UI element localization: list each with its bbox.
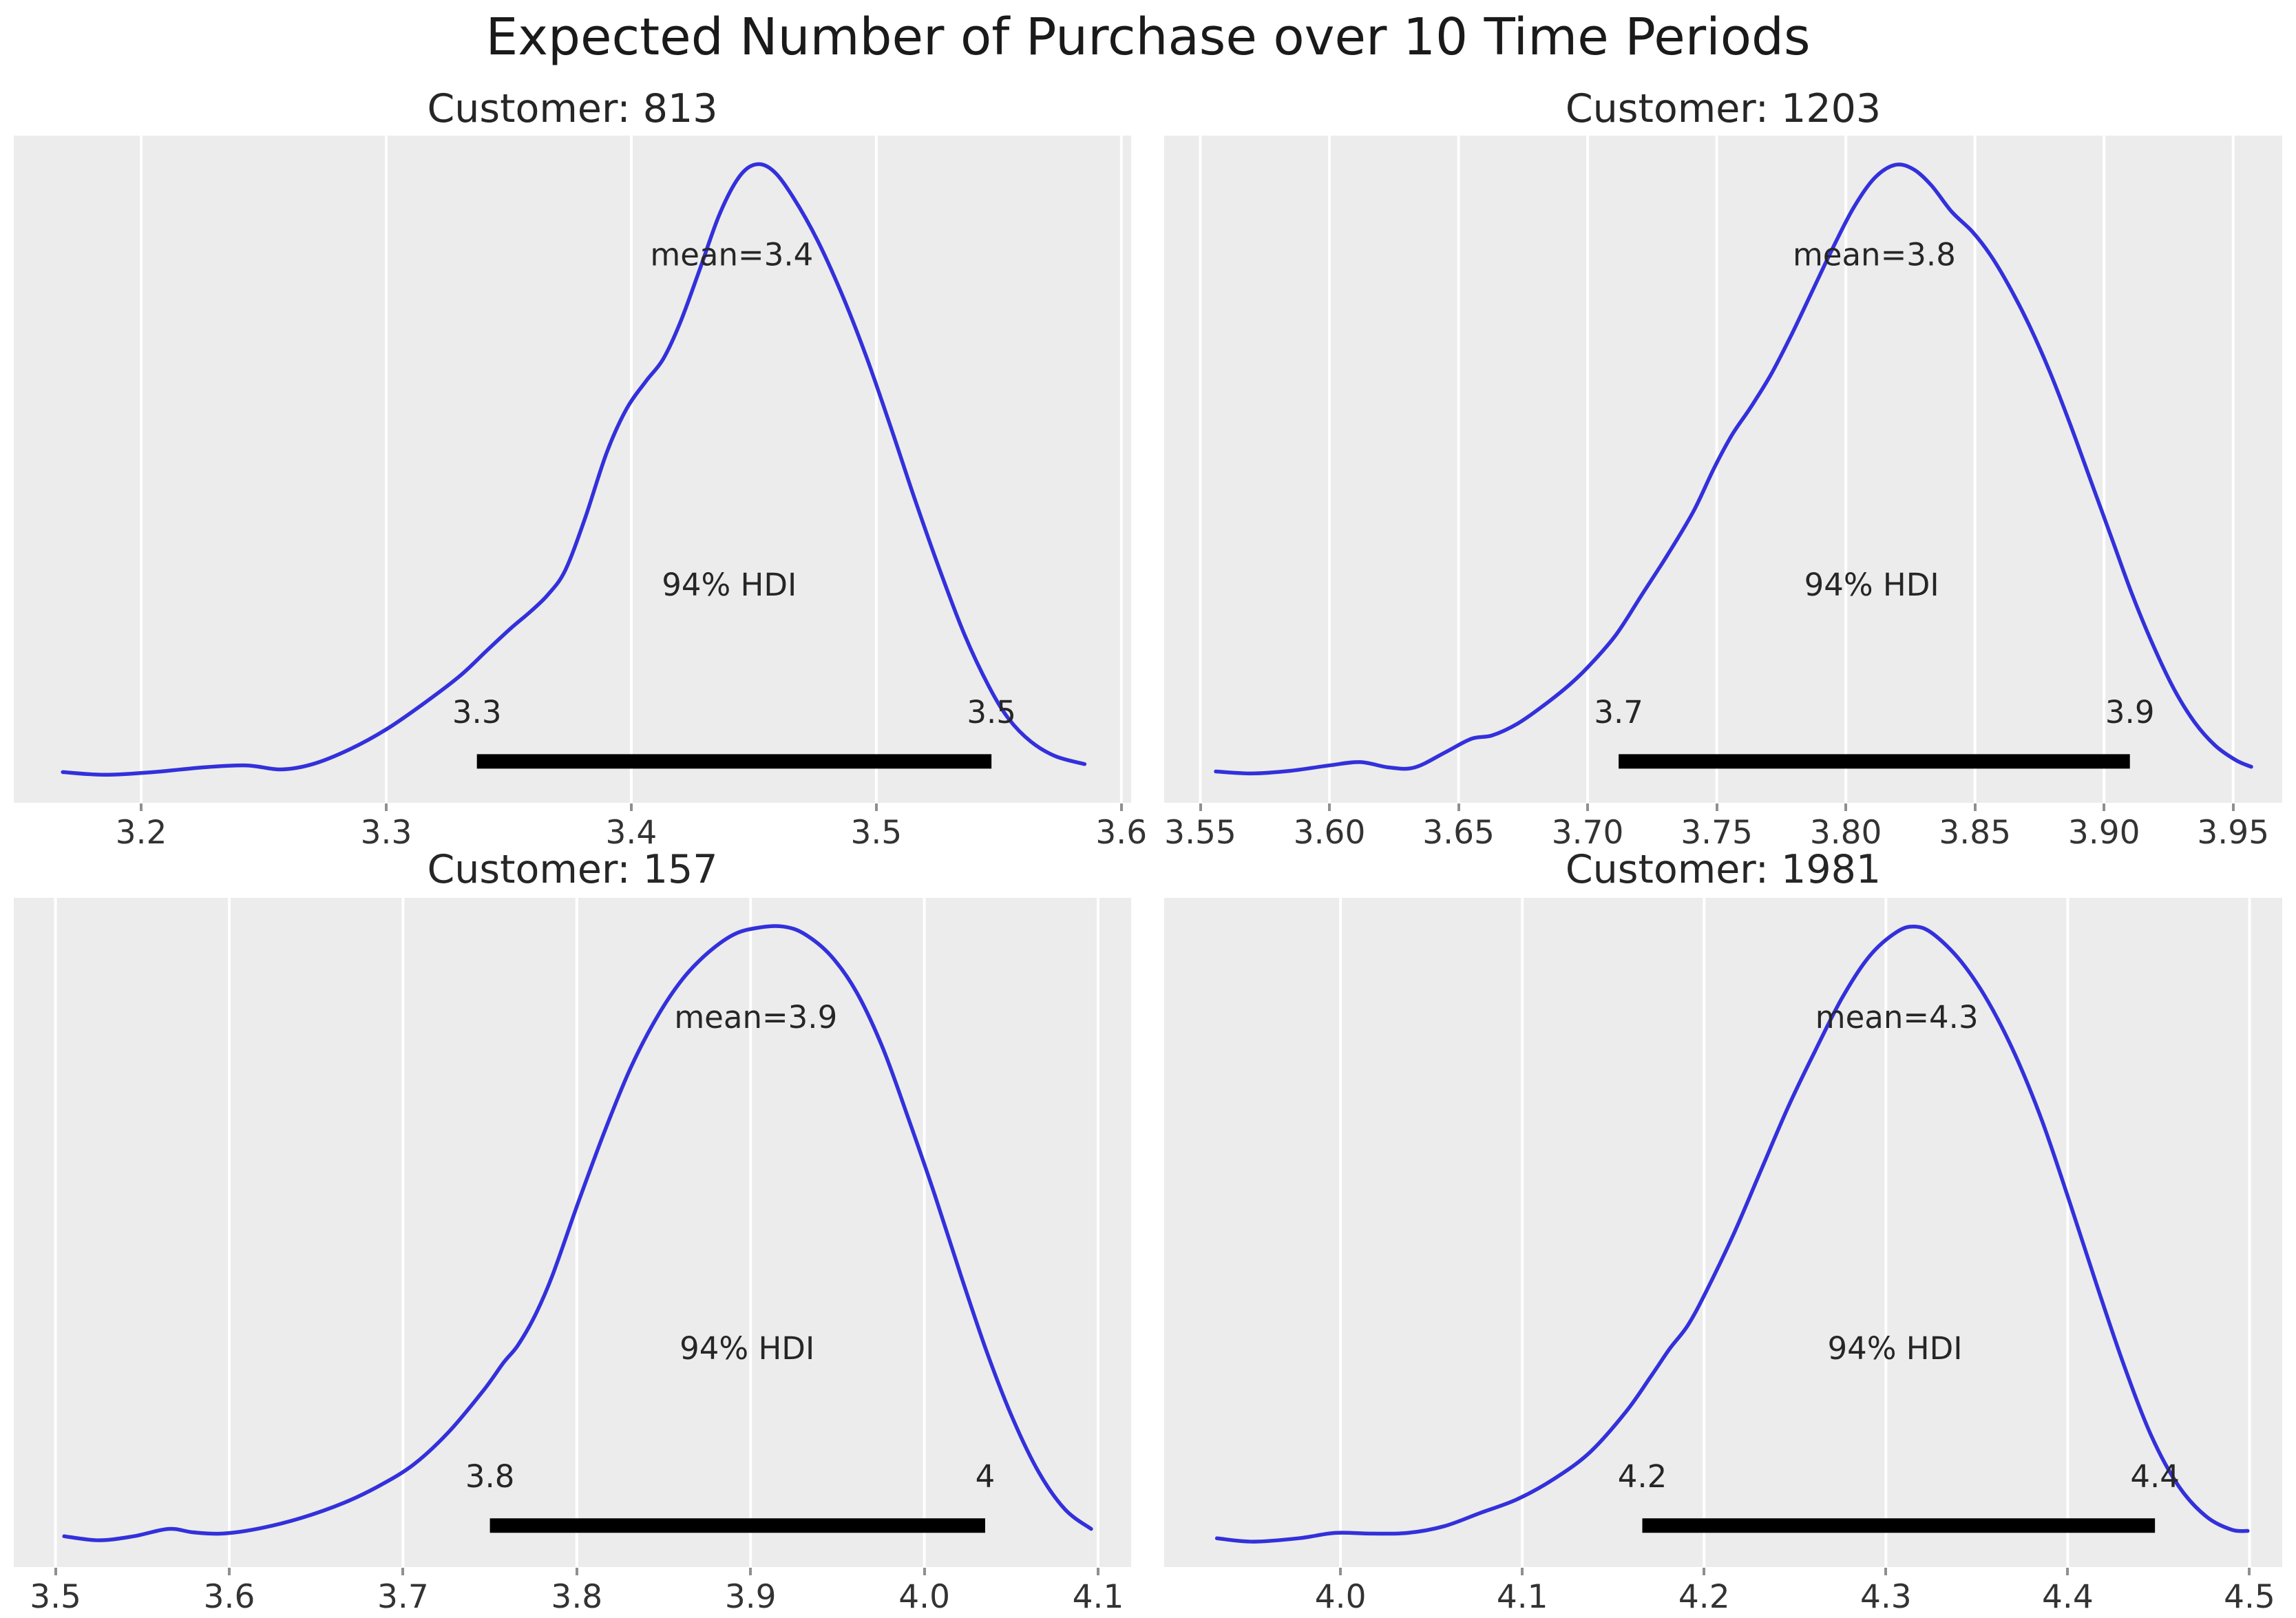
x-tick-label: 3.85 — [1939, 814, 2011, 852]
kde-curve — [62, 924, 1093, 1542]
x-tick-mark — [401, 1568, 405, 1575]
hdi-upper-label: 3.9 — [2105, 694, 2155, 731]
hdi-annotation: 94% HDI — [680, 1330, 814, 1367]
hdi-upper-label: 4 — [976, 1458, 996, 1495]
x-tick-label: 3.55 — [1164, 814, 1236, 852]
plot-background — [14, 898, 1131, 1567]
plot-background — [1164, 136, 2282, 803]
x-tick-mark — [575, 1568, 578, 1575]
hdi-annotation: 94% HDI — [662, 567, 797, 603]
x-tick-label: 4.1 — [1072, 1578, 1124, 1616]
x-tick-mark — [140, 803, 143, 811]
x-tick-label: 3.4 — [605, 814, 657, 852]
hdi-annotation: 94% HDI — [1827, 1330, 1962, 1367]
x-tick-label: 4.0 — [1314, 1578, 1367, 1616]
kde-curve — [61, 162, 1087, 777]
x-tick-label: 3.70 — [1551, 814, 1624, 852]
x-tick-mark — [1586, 803, 1590, 811]
plot-area: mean=3.9 94% HDI 3.8 4 — [14, 898, 1131, 1567]
x-tick-label: 3.8 — [551, 1578, 603, 1616]
x-tick-label: 3.65 — [1422, 814, 1495, 852]
x-tick-mark — [1884, 1568, 1888, 1575]
plot-background — [1164, 898, 2282, 1567]
x-tick-label: 3.6 — [1095, 814, 1148, 852]
plot-area: mean=3.4 94% HDI 3.3 3.5 — [14, 136, 1131, 803]
x-tick-label: 3.75 — [1681, 814, 1753, 852]
kde-curve — [1214, 162, 2253, 776]
x-tick-mark — [54, 1568, 57, 1575]
x-tick-mark — [2103, 803, 2106, 811]
x-tick-mark — [1119, 803, 1123, 811]
x-tick-mark — [1328, 803, 1331, 811]
x-tick-mark — [1703, 1568, 1706, 1575]
x-tick-label: 3.90 — [2067, 814, 2140, 852]
x-tick-mark — [385, 803, 388, 811]
x-tick-mark — [2248, 1568, 2251, 1575]
hdi-upper-label: 3.5 — [967, 694, 1016, 731]
x-tick-mark — [1844, 803, 1848, 811]
x-tick-mark — [923, 1568, 926, 1575]
x-tick-mark — [1097, 1568, 1100, 1575]
x-tick-label: 3.80 — [1809, 814, 1882, 852]
x-tick-mark — [1973, 803, 1977, 811]
mean-annotation: mean=4.3 — [1815, 999, 1979, 1036]
x-tick-label: 3.5 — [30, 1578, 81, 1616]
x-tick-mark — [629, 803, 633, 811]
x-tick-mark — [2231, 803, 2235, 811]
plot-background — [14, 136, 1131, 803]
x-tick-label: 3.7 — [377, 1578, 429, 1616]
x-tick-label: 3.2 — [115, 814, 167, 852]
hdi-lower-label: 3.7 — [1594, 694, 1643, 731]
subplot-title: Customer: 1981 — [1565, 847, 1882, 892]
figure-title: Expected Number of Purchase over 10 Time… — [485, 8, 1811, 67]
x-tick-label: 3.9 — [724, 1578, 777, 1616]
mean-annotation: mean=3.8 — [1793, 236, 1956, 273]
plot-area: mean=3.8 94% HDI 3.7 3.9 — [1164, 136, 2282, 803]
x-tick-label: 3.60 — [1293, 814, 1366, 852]
x-tick-label: 4.3 — [1860, 1578, 1912, 1616]
x-tick-label: 4.2 — [1678, 1578, 1730, 1616]
x-tick-label: 3.6 — [203, 1578, 255, 1616]
x-tick-mark — [1457, 803, 1460, 811]
x-tick-mark — [2066, 1568, 2069, 1575]
x-tick-label: 3.5 — [850, 814, 903, 852]
subplot-title: Customer: 157 — [427, 847, 718, 892]
x-tick-mark — [1521, 1568, 1524, 1575]
x-tick-mark — [874, 803, 878, 811]
plot-area: mean=4.3 94% HDI 4.2 4.4 — [1164, 898, 2282, 1567]
x-tick-label: 4.5 — [2224, 1578, 2275, 1616]
x-tick-mark — [1715, 803, 1718, 811]
hdi-lower-label: 3.3 — [452, 694, 502, 731]
subplot-title: Customer: 1203 — [1565, 86, 1882, 132]
mean-annotation: mean=3.4 — [650, 236, 813, 273]
x-tick-mark — [227, 1568, 231, 1575]
x-tick-label: 4.0 — [898, 1578, 950, 1616]
x-tick-label: 4.4 — [2042, 1578, 2094, 1616]
hdi-lower-label: 3.8 — [465, 1458, 515, 1495]
x-tick-label: 4.1 — [1496, 1578, 1548, 1616]
mean-annotation: mean=3.9 — [674, 999, 837, 1036]
x-tick-label: 3.95 — [2197, 814, 2270, 852]
x-tick-label: 3.3 — [360, 814, 412, 852]
hdi-upper-label: 4.4 — [2130, 1458, 2180, 1495]
kde-curve — [1214, 924, 2250, 1544]
hdi-lower-label: 4.2 — [1618, 1458, 1667, 1495]
x-tick-mark — [749, 1568, 752, 1575]
x-tick-mark — [1199, 803, 1202, 811]
x-tick-mark — [1339, 1568, 1342, 1575]
subplot-title: Customer: 813 — [427, 86, 718, 132]
hdi-annotation: 94% HDI — [1804, 567, 1939, 603]
